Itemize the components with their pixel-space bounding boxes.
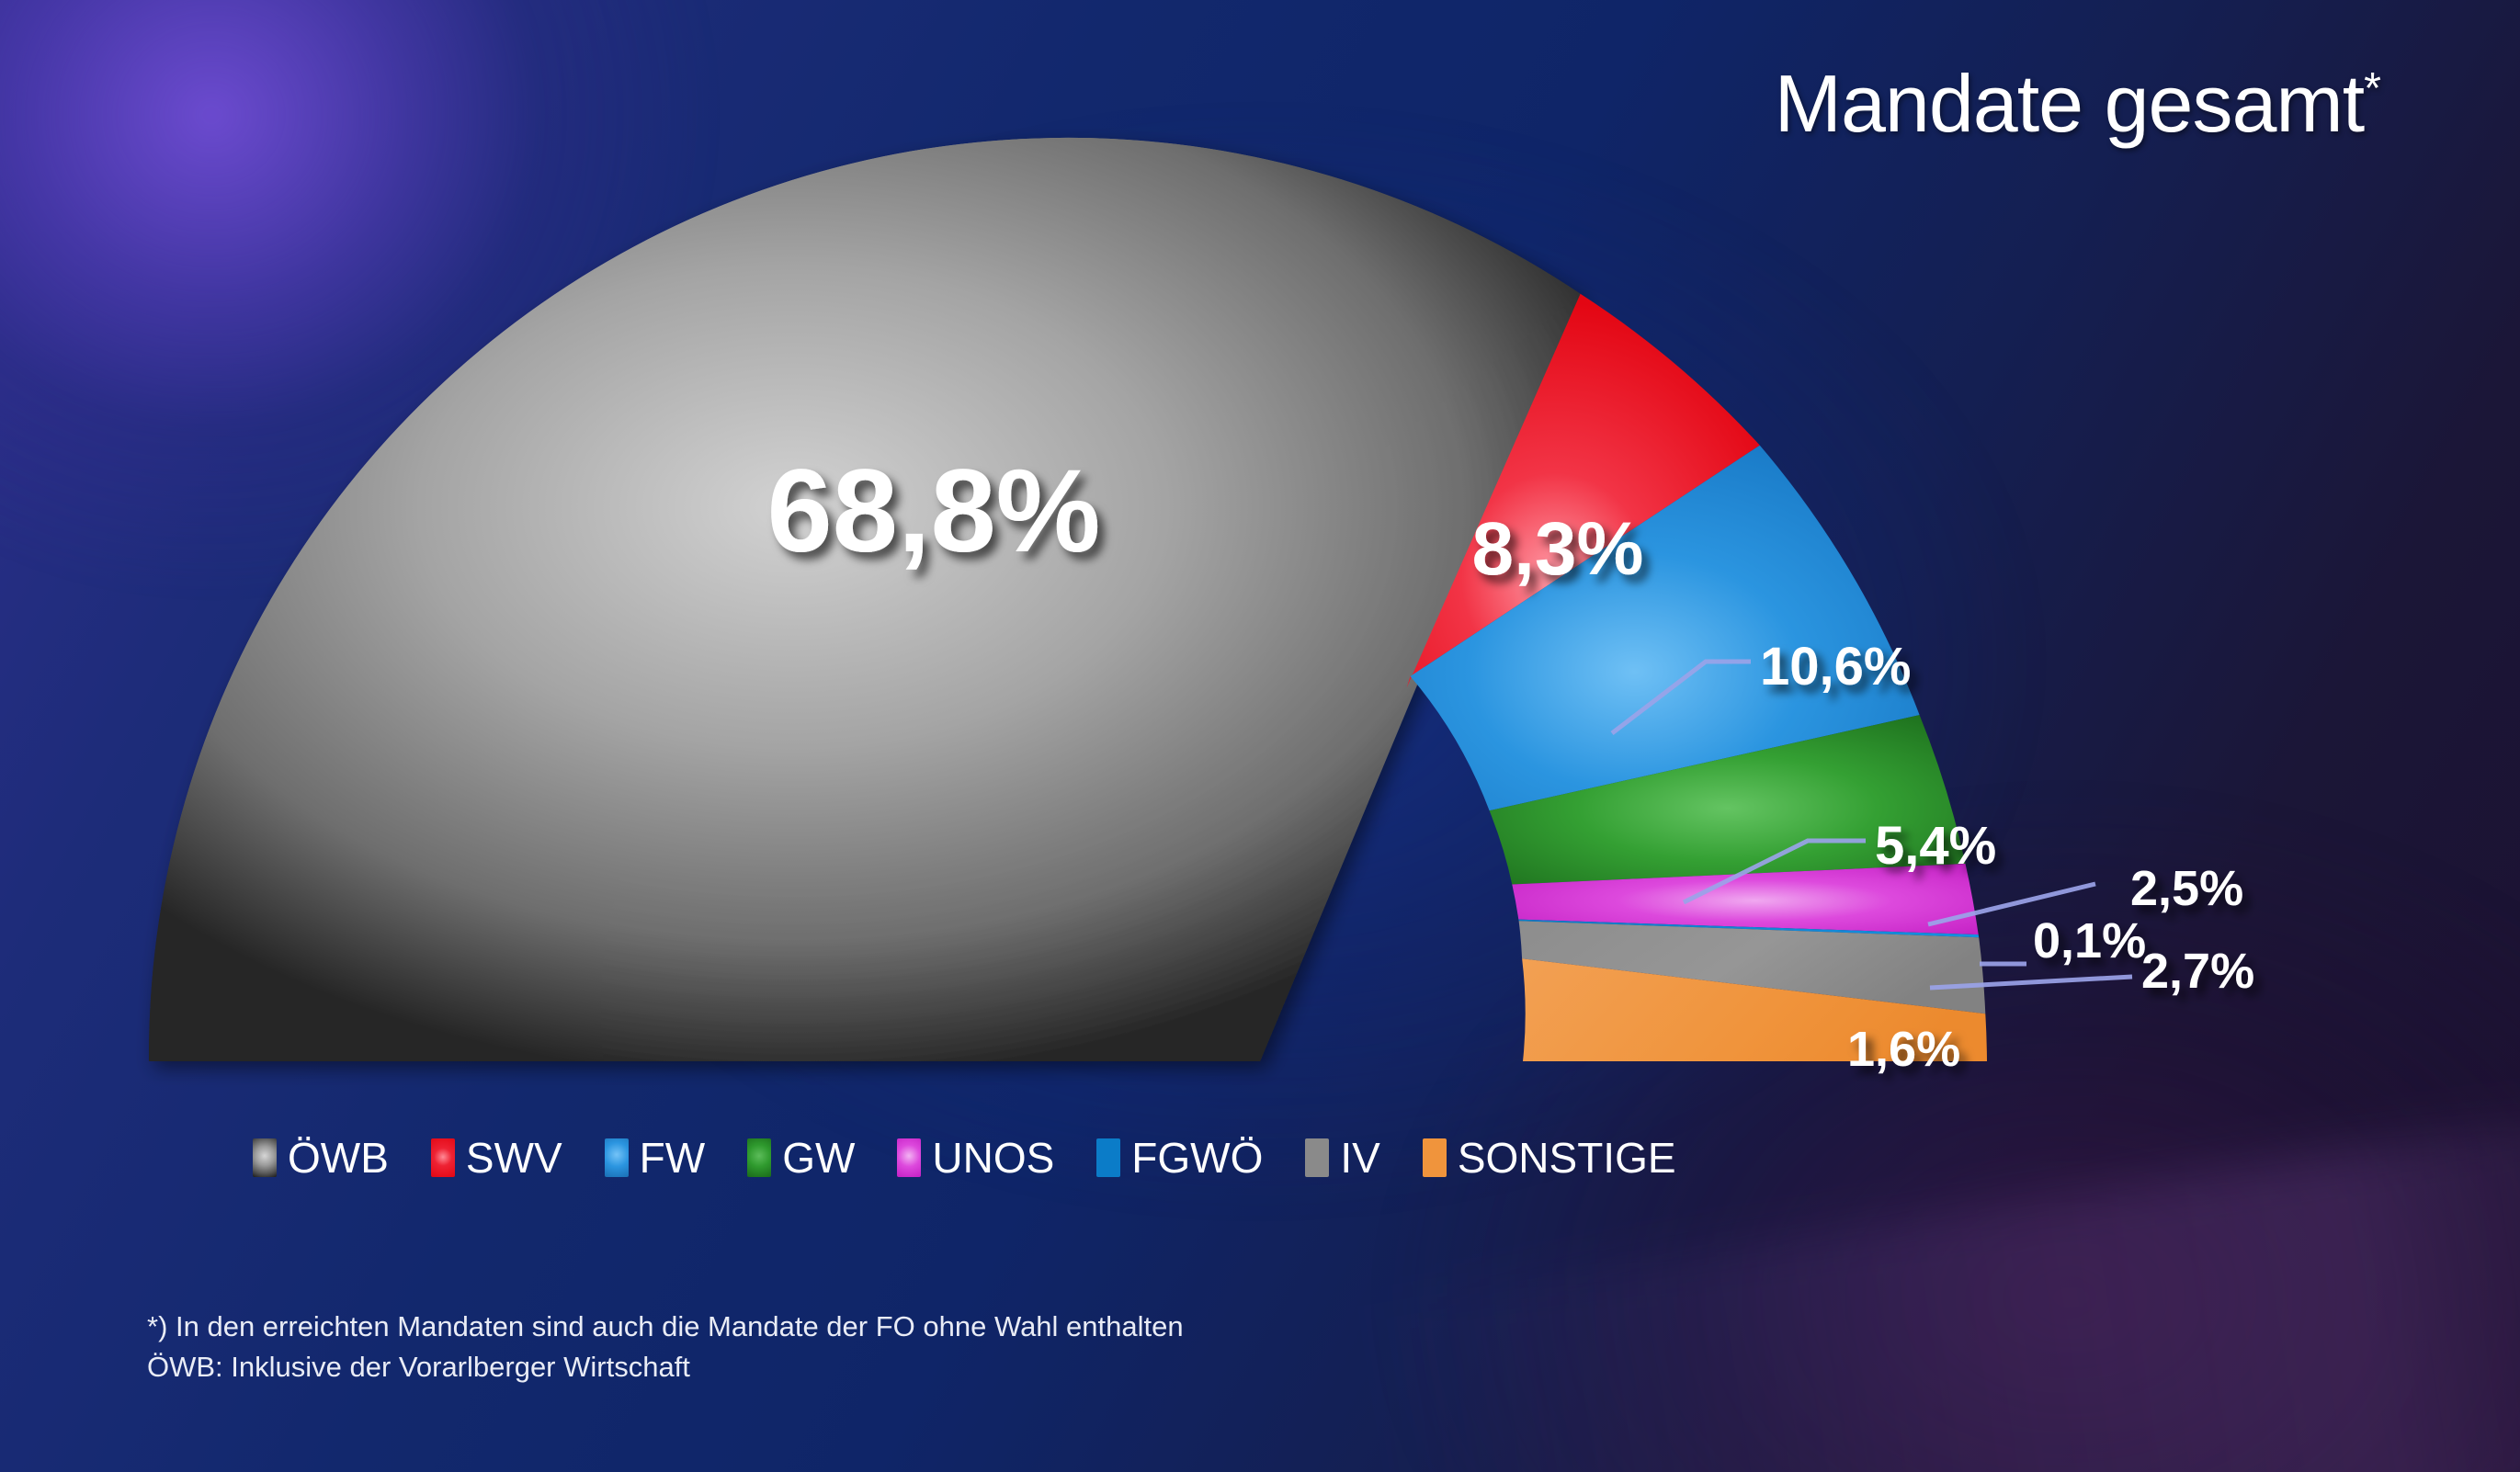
legend-label-unos: UNOS xyxy=(932,1134,1055,1182)
slice-swv-shape[interactable] xyxy=(1406,293,1760,688)
slice-fw-shape[interactable] xyxy=(1410,445,1920,811)
legend-label-swv: SWV xyxy=(465,1134,562,1182)
legend-swatch-fw-icon xyxy=(604,1138,629,1177)
legend-item-iv[interactable]: IV xyxy=(1305,1134,1380,1182)
footnote-line-1: *) In den erreichten Mandaten sind auch … xyxy=(147,1310,1184,1342)
legend-item-owb[interactable]: ÖWB xyxy=(253,1137,389,1179)
legend-swatch-iv-icon xyxy=(1305,1138,1330,1177)
value-label-owb: 68,8% xyxy=(767,446,1101,577)
slice-sonstige-shape[interactable] xyxy=(1522,958,1987,1061)
chart-title: Mandate gesamt* xyxy=(1774,57,2381,151)
value-label-unos: 2,5% xyxy=(2130,861,2243,916)
footnote-line-2: ÖWB: Inklusive der Vorarlberger Wirtscha… xyxy=(147,1351,690,1384)
footnotes: *) In den erreichten Mandaten sind auch … xyxy=(147,1307,1184,1387)
legend-label-fgwoe: FGWÖ xyxy=(1131,1134,1264,1182)
slice-unos-shape[interactable] xyxy=(1512,864,1979,935)
legend: ÖWB SWV FW GW UNOS FGWÖ IV SONSTIGE xyxy=(253,1137,1676,1179)
leader-line-fw xyxy=(1610,659,1751,735)
legend-swatch-unos-icon xyxy=(897,1138,922,1177)
value-label-fgwoe: 0,1% xyxy=(2033,913,2146,968)
legend-label-gw: GW xyxy=(782,1134,856,1182)
legend-swatch-sonstige-icon xyxy=(1422,1138,1447,1177)
legend-swatch-owb-icon xyxy=(253,1138,277,1177)
legend-label-sonstige: SONSTIGE xyxy=(1457,1134,1676,1182)
legend-item-unos[interactable]: UNOS xyxy=(897,1137,1054,1179)
legend-swatch-gw-icon xyxy=(747,1138,772,1177)
slice-fgwoe-shape[interactable] xyxy=(1518,919,1980,938)
slice-iv-shape[interactable] xyxy=(1518,921,1986,1014)
legend-item-fgwoe[interactable]: FGWÖ xyxy=(1096,1137,1263,1179)
value-label-gw: 5,4% xyxy=(1875,816,1996,876)
legend-item-swv[interactable]: SWV xyxy=(430,1134,562,1182)
slice-owb-shape[interactable] xyxy=(148,137,1581,1061)
legend-item-gw[interactable]: GW xyxy=(747,1137,855,1179)
value-label-fw: 10,6% xyxy=(1760,637,1911,696)
leader-line-gw xyxy=(1682,838,1866,905)
legend-swatch-swv-icon xyxy=(430,1138,455,1177)
legend-item-sonstige[interactable]: SONSTIGE xyxy=(1422,1134,1676,1182)
leader-line-unos xyxy=(1927,881,2096,927)
leader-line-iv xyxy=(1929,974,2133,991)
value-label-iv: 2,7% xyxy=(2141,944,2254,999)
legend-label-fw: FW xyxy=(639,1134,706,1182)
legend-label-iv: IV xyxy=(1340,1134,1380,1182)
value-label-sonstige: 1,6% xyxy=(1847,1022,1960,1077)
value-label-swv: 8,3% xyxy=(1472,507,1644,591)
legend-item-fw[interactable]: FW xyxy=(604,1134,706,1182)
legend-swatch-fgwoe-icon xyxy=(1096,1138,1121,1177)
legend-label-owb: ÖWB xyxy=(288,1134,389,1182)
chart-title-text: Mandate gesamt xyxy=(1774,58,2365,149)
chart-title-asterisk: * xyxy=(2364,63,2381,114)
